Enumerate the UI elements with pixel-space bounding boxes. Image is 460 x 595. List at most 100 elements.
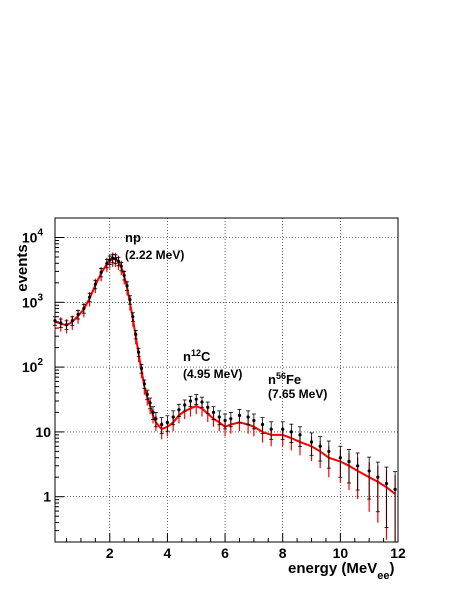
- x-axis-label-sub: ee: [377, 570, 389, 582]
- data-point: [59, 321, 63, 325]
- data-point: [356, 464, 360, 468]
- annotation-n12c-energy: (4.95 MeV): [183, 367, 242, 381]
- data-point: [260, 422, 265, 427]
- data-point: [327, 449, 331, 454]
- data-point: [82, 306, 86, 311]
- y-axis-label: events: [14, 244, 31, 292]
- data-point: [246, 415, 250, 419]
- data-point: [99, 270, 103, 274]
- y-tick-label-exponent: 4: [37, 228, 43, 239]
- data-point: [211, 410, 216, 414]
- data-series: [53, 253, 398, 543]
- data-point: [223, 418, 227, 423]
- annotation-n56fe-sup: 56: [276, 371, 286, 381]
- y-tick-label: 102: [22, 357, 44, 375]
- y-tick-label-base: 10: [22, 294, 38, 310]
- annotation-n56fe-pre: n: [268, 372, 276, 387]
- data-point: [128, 298, 132, 302]
- x-tick-label: 12: [390, 545, 406, 561]
- data-point: [393, 487, 397, 491]
- data-point: [229, 417, 233, 421]
- y-tick-label-base: 10: [22, 359, 38, 375]
- y-tick-label-base: 1: [43, 489, 51, 505]
- data-point: [177, 408, 181, 412]
- annotation-np-energy: (2.22 MeV): [125, 248, 184, 262]
- data-point: [252, 418, 256, 423]
- data-point: [154, 417, 158, 421]
- data-point: [338, 456, 342, 460]
- data-point: [367, 469, 371, 473]
- data-point: [93, 282, 97, 286]
- y-tick-label: 103: [22, 292, 44, 310]
- data-point: [384, 481, 389, 486]
- data-point: [347, 459, 351, 464]
- data-point: [171, 415, 175, 419]
- x-axis-label-main: energy (MeV: [288, 560, 377, 577]
- y-tick-label: 10: [35, 424, 51, 440]
- data-point: [151, 410, 155, 414]
- x-axis-label-close: ): [389, 560, 394, 577]
- x-axis-label: energy (MeVee): [288, 560, 394, 582]
- data-point: [160, 422, 164, 427]
- y-tick-label-base: 10: [22, 230, 38, 246]
- data-point: [139, 366, 144, 371]
- data-point: [194, 397, 198, 401]
- data-point: [105, 261, 109, 265]
- data-point: [70, 319, 74, 323]
- data-point: [111, 256, 115, 260]
- data-point: [200, 400, 204, 404]
- data-point: [64, 323, 69, 327]
- data-point: [134, 332, 138, 336]
- data-point: [269, 427, 273, 431]
- data-point: [318, 444, 322, 448]
- data-point: [376, 475, 380, 479]
- y-tick-label-exponent: 3: [37, 292, 43, 303]
- x-tick-label: 8: [279, 545, 287, 561]
- data-point: [148, 401, 152, 405]
- annotation-n12c-post: C: [201, 349, 211, 364]
- data-point: [237, 413, 242, 417]
- x-tick-label: 2: [106, 545, 114, 561]
- simulation-series: [54, 252, 396, 542]
- y-tick-label: 104: [22, 228, 44, 246]
- annotation-n12c-name: n12C: [183, 348, 211, 364]
- x-tick-label: 10: [333, 545, 349, 561]
- data-point: [87, 295, 92, 299]
- annotation-n12c-pre: n: [183, 349, 191, 364]
- y-tick-label: 1: [43, 489, 51, 505]
- data-point: [145, 392, 149, 396]
- data-point: [113, 257, 118, 261]
- simulation-line: [54, 257, 396, 495]
- data-point: [298, 433, 302, 437]
- data-point: [142, 382, 146, 386]
- grid: [55, 218, 398, 542]
- data-point: [217, 415, 221, 419]
- data-point: [125, 284, 129, 288]
- data-point: [206, 405, 210, 409]
- data-point: [131, 315, 135, 319]
- x-tick-label: 6: [221, 545, 229, 561]
- data-point: [116, 259, 121, 263]
- annotation-n12c-sup: 12: [191, 348, 201, 358]
- annotation-n56fe-name: n56Fe: [268, 371, 301, 387]
- data-point: [108, 258, 112, 262]
- data-point: [289, 430, 293, 434]
- data-point: [122, 273, 126, 278]
- data-point: [309, 440, 314, 444]
- data-point: [119, 264, 123, 268]
- data-point: [76, 312, 80, 317]
- plot-frame: [54, 217, 399, 543]
- annotation-n56fe-post: Fe: [286, 372, 301, 387]
- y-tick-label-base: 10: [35, 424, 51, 440]
- data-point: [281, 427, 285, 431]
- data-point: [165, 420, 170, 425]
- y-tick-label-exponent: 2: [37, 357, 43, 368]
- data-point: [136, 350, 141, 354]
- data-point: [188, 399, 193, 403]
- annotation-n56fe: n56Fe (7.65 MeV): [268, 371, 327, 401]
- annotation-n12c: n12C (4.95 MeV): [183, 348, 242, 381]
- annotation-np: np (2.22 MeV): [125, 230, 184, 262]
- annotation-np-name: np: [125, 230, 141, 245]
